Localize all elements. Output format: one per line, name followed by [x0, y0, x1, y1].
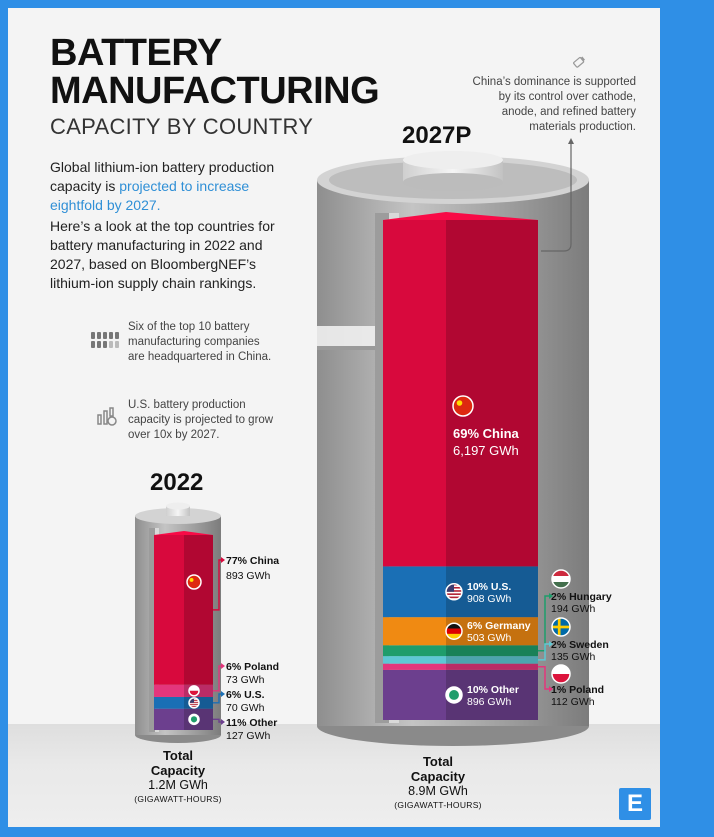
label-2027-u-s-value: 908 GWh [467, 593, 512, 605]
label-2027-poland-value: 112 GWh [551, 696, 595, 708]
segments-2027 [383, 212, 538, 720]
label-2022-poland-pct: 6% Poland [226, 661, 279, 673]
brand-logo: E [619, 788, 651, 820]
intro-paragraph-2: Here’s a look at the top countries for b… [50, 218, 275, 291]
label-2027-u-s-pct: 10% U.S. [467, 581, 511, 593]
leader-2022-other [213, 718, 222, 723]
leader-arrow-2022-u-s [221, 691, 225, 697]
label-2027-china-pct: 69% China [453, 426, 520, 441]
battery-small-icon [573, 56, 586, 68]
total-2027: Total Capacity 8.9M GWh (GIGAWATT-HOURS) [388, 754, 488, 812]
note-connector-line [541, 141, 572, 252]
segment-2027-china [383, 220, 538, 567]
bar-side-poland [446, 663, 538, 670]
fact-us-growth: U.S. battery production capacity is proj… [128, 399, 274, 441]
segments-2022 [154, 531, 213, 730]
bar-front-other [383, 669, 446, 720]
bar-side-hungary [446, 645, 538, 657]
leader-2027-poland [538, 666, 549, 690]
label-2022-china-value: 893 GWh [226, 570, 271, 582]
label-2027-other-value: 896 GWh [467, 696, 512, 708]
label-2027-china-value: 6,197 GWh [453, 443, 519, 458]
intro-highlight: projected to increase eightfold by 2027. [50, 178, 250, 213]
year-label-2022: 2022 [150, 469, 204, 496]
label-2022-u-s-value: 70 GWh [226, 702, 265, 714]
label-2027-sweden-value: 135 GWh [551, 651, 596, 663]
bar-front-u-s [154, 696, 184, 709]
label-2027-sweden-pct: 2% Sweden [551, 639, 609, 651]
bar-front-china [154, 535, 184, 685]
bar-front-u-s [383, 566, 446, 618]
segment-2027-poland [383, 663, 538, 670]
label-2027-germany-pct: 6% Germany [467, 620, 531, 632]
leader-2027-sweden [538, 643, 549, 661]
bar-front-china [383, 220, 446, 567]
infographic-frame: BATTERY MANUFACTURING CAPACITY BY COUNTR… [8, 8, 660, 827]
total-2022-line2: Capacity [150, 763, 206, 778]
total-2022-value: 1.2M GWh [148, 778, 208, 792]
leader-arrow-sweden [549, 641, 553, 647]
segment-2027-other [383, 669, 538, 720]
fact-companies: Six of the top 10 battery manufacturing … [128, 321, 272, 363]
total-2022: Total Capacity 1.2M GWh (GIGAWATT-HOURS) [128, 748, 228, 806]
segment-2022-poland [154, 684, 213, 697]
label-2027-other-pct: 10% Other [467, 684, 519, 696]
leader-2027-hungary [538, 595, 549, 652]
segment-2022-other [154, 708, 213, 730]
segment-labels: 69% China 6,197 GWh 10% U.S.908 GWh 6% Germ… [186, 138, 612, 742]
battery-chart: 69% China 6,197 GWh 10% U.S.908 GWh 6% Germ… [135, 138, 612, 746]
leader-arrow-2022-other [221, 719, 225, 725]
bar-front-other [154, 708, 184, 730]
leader-2022-poland [213, 665, 222, 692]
total-2022-line1: Total [162, 748, 194, 763]
leader-2022-china [213, 559, 222, 611]
intro-paragraph-1: Global lithium-ion battery production ca… [50, 158, 300, 215]
battery-row-icon [91, 332, 119, 348]
label-2022-u-s-pct: 6% U.S. [226, 689, 265, 701]
bar-front-germany [383, 617, 446, 646]
bar-top-face [383, 212, 538, 220]
label-2022-other-pct: 11% Other [226, 717, 277, 729]
year-label-2027: 2027P [402, 122, 472, 149]
label-2027-germany-value: 503 GWh [467, 632, 512, 644]
bar-top-face [154, 531, 213, 535]
segment-2022-china [154, 535, 213, 685]
bar-front-sweden [383, 656, 446, 664]
label-2027-hungary-pct: 2% Hungary [551, 591, 612, 603]
total-2027-line2: Capacity [410, 769, 466, 784]
bar-side-china [184, 535, 213, 685]
bar-front-poland [154, 684, 184, 697]
leader-arrow-2022-china [221, 557, 225, 563]
segment-2027-sweden [383, 656, 538, 664]
note-connector-arrow [568, 138, 574, 144]
bar-side-sweden [446, 656, 538, 664]
title-line-1: BATTERY [50, 32, 222, 74]
bar-front-poland [383, 663, 446, 670]
total-2027-value: 8.9M GWh [408, 784, 468, 798]
label-2022-other-value: 127 GWh [226, 730, 271, 742]
segment-2027-hungary [383, 645, 538, 657]
total-2022-unit: (GIGAWATT-HOURS) [134, 794, 222, 804]
title-line-2: MANUFACTURING [50, 70, 380, 112]
leader-arrow-hungary [549, 593, 553, 599]
segment-2022-u-s [154, 696, 213, 709]
leader-arrow-poland [549, 686, 553, 692]
bar-front-hungary [383, 645, 446, 657]
label-2027-hungary-value: 194 GWh [551, 603, 596, 615]
growth-chart-icon [97, 407, 117, 426]
label-2022-poland-value: 73 GWh [226, 674, 265, 686]
total-2027-unit: (GIGAWATT-HOURS) [394, 800, 482, 810]
floor-shadow [8, 724, 660, 827]
label-2027-poland-pct: 1% Poland [551, 684, 604, 696]
total-2027-line1: Total [422, 754, 454, 769]
bar-side-china [446, 220, 538, 567]
label-2022-china-pct: 77% China [226, 555, 279, 567]
china-dominance-note: China’s dominance is supported by its co… [472, 76, 636, 133]
intro-text: Global lithium-ion battery production ca… [50, 159, 275, 194]
leader-2022-u-s [213, 693, 222, 704]
leader-arrow-2022-poland [221, 663, 225, 669]
subtitle: CAPACITY BY COUNTRY [50, 114, 314, 139]
